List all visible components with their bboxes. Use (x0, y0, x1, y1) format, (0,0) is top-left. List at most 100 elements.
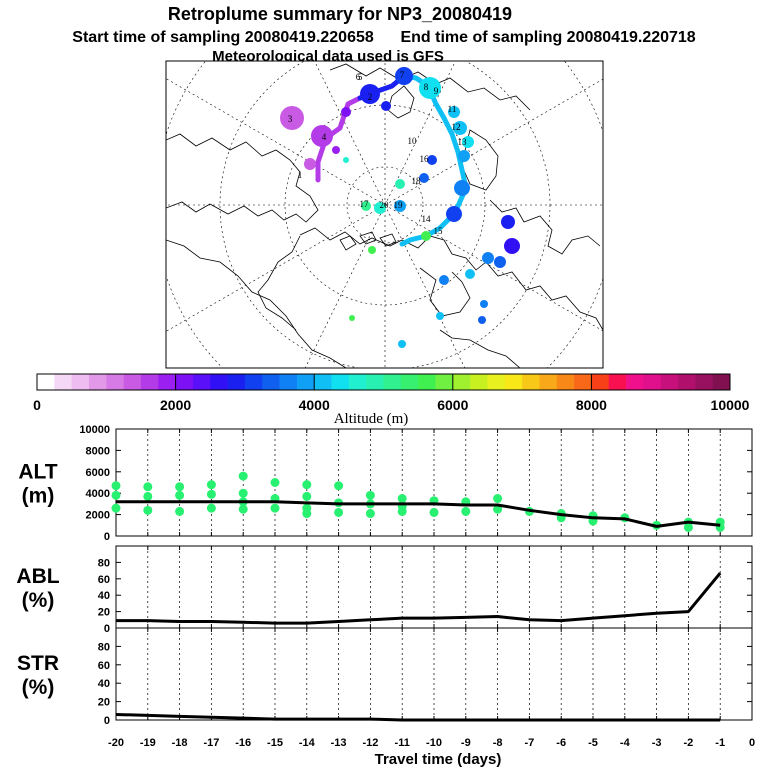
map-day-label: 8 (424, 82, 429, 92)
x-tick-label: -14 (299, 737, 316, 749)
colorbar-swatch (279, 374, 298, 390)
plume-point (302, 491, 312, 501)
panel-str: 0 20 40 60 80 STR(%) (17, 627, 753, 727)
x-tick-label: -2 (684, 737, 694, 749)
colorbar-tick-label: 2000 (160, 397, 191, 413)
y-tick-label: 60 (98, 660, 110, 672)
y-tick-label: 40 (98, 590, 110, 602)
plume-point (206, 503, 216, 513)
panel-frame (115, 428, 753, 537)
plume-point (302, 480, 312, 490)
y-tick-label: 80 (98, 641, 110, 653)
plume-point (143, 505, 153, 515)
colorbar-swatch (383, 374, 402, 390)
map-day-label: 17 (360, 199, 370, 209)
panel-y-label: (%) (22, 589, 55, 612)
colorbar-swatch (37, 374, 55, 390)
colorbar-swatch (418, 374, 436, 390)
plume-dot (341, 107, 351, 117)
y-tick-label: 6000 (86, 467, 110, 479)
plume-dots (280, 67, 520, 348)
plume-dot (454, 180, 470, 196)
colorbar-swatch (123, 374, 142, 390)
plume-dot (494, 256, 506, 268)
plume-point (143, 491, 153, 501)
plume-dot (462, 136, 474, 148)
meridian (384, 204, 603, 332)
x-tick-label: -8 (493, 737, 503, 749)
coastline-pacific (439, 329, 521, 368)
map-day-label: 9 (434, 86, 439, 96)
plume-dot (381, 101, 391, 111)
plume-point (397, 494, 407, 504)
x-tick-label: -11 (395, 737, 410, 749)
plume-point (270, 503, 280, 513)
map-day-label: 14 (422, 214, 432, 224)
coastline-islands (339, 231, 397, 251)
coastline-alaska (257, 235, 301, 331)
map-day-label: 5 (358, 72, 363, 82)
plume-dot (446, 206, 462, 222)
plume-dot (458, 150, 470, 162)
plume-point (175, 490, 185, 500)
x-tick-label: -12 (362, 737, 378, 749)
plume-dot (478, 316, 486, 324)
x-tick-label: -7 (525, 737, 535, 749)
plume-point (334, 481, 344, 491)
plume-point (397, 506, 407, 516)
panel-y-label: ALT (18, 461, 57, 484)
map-day-label: 20 (380, 200, 390, 210)
plume-dot (332, 146, 340, 154)
plume-point (429, 507, 439, 517)
colorbar-swatch (591, 374, 610, 390)
colorbar-swatch (712, 374, 731, 390)
x-axis-label: Travel time (days) (375, 751, 502, 768)
map-day-label: 10 (408, 136, 418, 146)
colorbar-swatch (366, 374, 384, 390)
x-tick-label: -10 (426, 737, 442, 749)
y-tick-label: 10000 (79, 424, 110, 436)
plume-point (334, 507, 344, 517)
colorbar-swatch (435, 374, 454, 390)
colorbar-swatch (400, 374, 419, 390)
plume-dot (436, 312, 444, 320)
colorbar-swatch (140, 374, 159, 390)
x-tick-label: -16 (235, 737, 251, 749)
meridian (384, 204, 466, 368)
meridians (166, 61, 603, 368)
coastline-canada-east (489, 199, 601, 255)
plume-point (206, 480, 216, 490)
x-tick-label: -20 (108, 737, 124, 749)
x-tick-label: 0 (749, 737, 755, 749)
plume-point (493, 494, 503, 504)
plume-point (302, 509, 312, 519)
plume-point (111, 503, 121, 513)
series-line-alt (116, 500, 721, 528)
colorbar-swatch (660, 374, 679, 390)
plume-dot (439, 275, 449, 285)
colorbar-swatch (88, 374, 107, 390)
y-tick-label: 40 (98, 678, 110, 690)
y-tick-label: 8000 (86, 445, 110, 457)
colorbar-tick-label: 0 (33, 397, 41, 413)
map-day-label: 3 (288, 114, 293, 124)
plume-point (365, 509, 375, 519)
colorbar-swatch (314, 374, 332, 390)
colorbar-tick-label: 8000 (576, 397, 607, 413)
y-tick-label: 60 (98, 574, 110, 586)
plume-point (175, 482, 185, 492)
plume-point (461, 506, 471, 516)
colorbar-tick-label: 6000 (437, 397, 468, 413)
plume-dot (501, 215, 515, 229)
y-tick-label: 20 (98, 697, 110, 709)
map-day-label: 2 (368, 92, 373, 102)
plume-point (365, 490, 375, 500)
y-tick-label: 0 (104, 531, 110, 543)
plume-point (175, 506, 185, 516)
plume-dot (394, 200, 406, 212)
colorbar-tick-label: 4000 (299, 397, 330, 413)
colorbar-swatch (695, 374, 713, 390)
plume-point (111, 481, 121, 491)
plume-point (493, 504, 503, 514)
series-line-abl (116, 572, 722, 625)
